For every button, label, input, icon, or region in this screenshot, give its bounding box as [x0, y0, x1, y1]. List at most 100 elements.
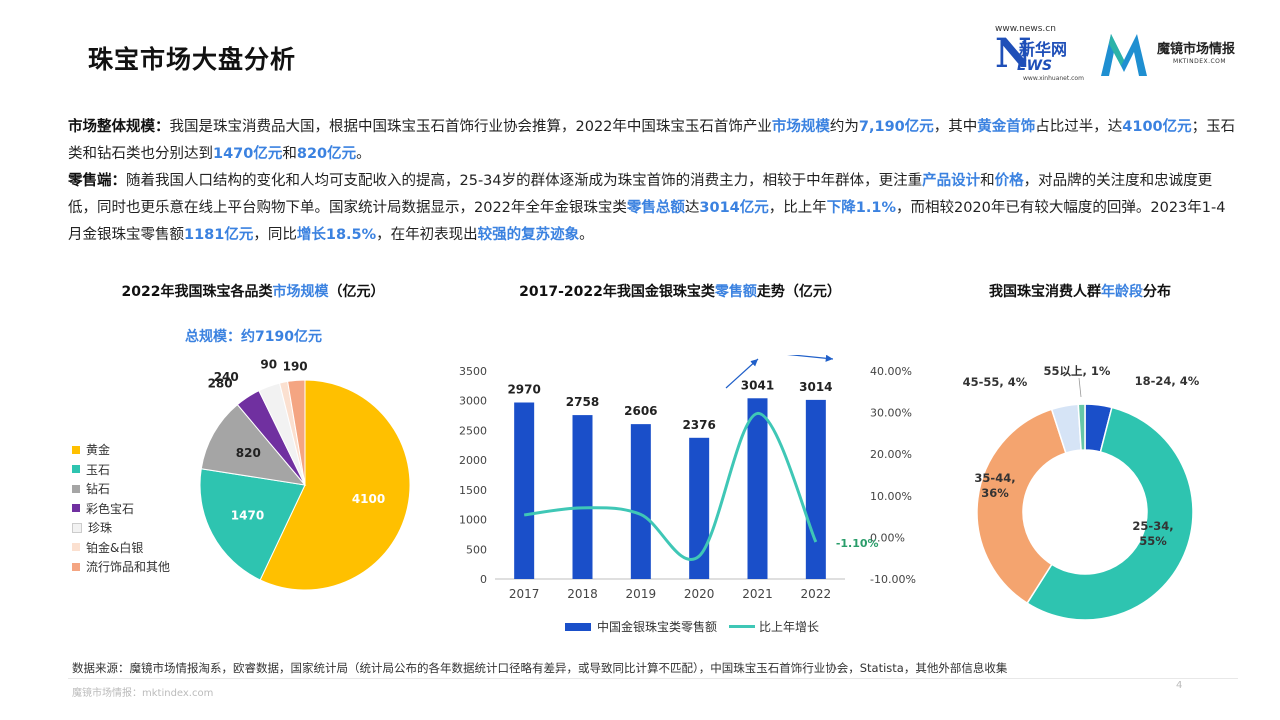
paragraph-text: ，在年初表现出 [376, 227, 478, 243]
xinhua-logo-name: 新华网 [1019, 40, 1068, 59]
y-left-tick-label: 1500 [459, 484, 487, 497]
bar [747, 398, 768, 579]
pie-data-label: 90 [260, 358, 277, 372]
legend-swatch [72, 562, 80, 571]
paragraph-text: 。 [356, 146, 371, 162]
legend-label: 黄金 [86, 443, 111, 458]
legend-item: 流行饰品和其他 [72, 557, 170, 577]
highlight-text: 产品设计 [922, 173, 981, 189]
paragraph-text: ，比上年 [768, 200, 827, 216]
bar-data-label: 3014 [799, 380, 832, 394]
x-tick-label: 2022 [801, 587, 832, 601]
highlight-text: 1181亿元 [184, 227, 254, 243]
paragraph-lead: 市场整体规模： [68, 119, 170, 135]
paragraph-text: 和 [282, 146, 297, 162]
donut-slice [1077, 403, 1086, 451]
pie-slice [287, 379, 306, 486]
highlight-text: 1470亿元 [213, 146, 283, 162]
legend-bar-label: 中国金银珠宝类零售额 [597, 620, 718, 634]
paragraph-text: 随着我国人口结构的变化和人均可支配收入的提高，25-34岁的群体逐渐成为珠宝首饰… [126, 173, 923, 189]
paragraph-text: 占比过半，达 [1035, 119, 1123, 135]
y-right-tick-label: 20.00% [870, 448, 912, 461]
paragraph-market-scale: 市场整体规模：我国是珠宝消费品大国，根据中国珠宝玉石首饰行业协会推算，2022年… [68, 114, 1238, 168]
bar [572, 415, 593, 579]
xinhua-logo-letter: N [995, 30, 1032, 77]
x-tick-label: 2019 [626, 587, 657, 601]
bar-data-label: 2758 [566, 395, 599, 409]
page-number: 4 [1176, 680, 1183, 691]
bar [630, 424, 651, 579]
highlight-text: 3014亿元 [699, 200, 769, 216]
donut-title-post: 分布 [1143, 284, 1171, 300]
pie-data-label: 280 [208, 376, 233, 390]
legend-item: 黄金 [72, 440, 170, 460]
x-tick-label: 2020 [684, 587, 715, 601]
paragraph-text: 和 [980, 173, 995, 189]
pie-chart-title: 2022年我国珠宝各品类市场规模（亿元） [88, 281, 418, 301]
bar-title-post: 走势（亿元） [756, 284, 841, 300]
paragraph-text: 。 [579, 227, 594, 243]
y-right-tick-label: -10.00% [870, 573, 916, 586]
y-left-tick-label: 1000 [459, 514, 487, 527]
y-left-tick-label: 0 [480, 573, 487, 586]
pie-data-label: 190 [283, 359, 308, 373]
bar [514, 402, 535, 579]
pie-data-label: 240 [214, 370, 239, 384]
legend-line-swatch [729, 625, 756, 628]
xinhua-site-text: www.news.cn [995, 24, 1056, 34]
paragraph-text: 达 [684, 200, 700, 216]
bar-data-label: 3041 [741, 378, 774, 392]
y-left-tick-label: 2000 [459, 454, 487, 467]
donut-title-pre: 我国珠宝消费人群 [989, 284, 1101, 300]
bar-title-pre: 2017-2022年我国金银珠宝类 [519, 284, 715, 300]
bar-data-label: 2970 [507, 382, 540, 396]
legend-swatch [72, 465, 80, 474]
donut-data-label: 25-34, 55% [1132, 519, 1173, 548]
xinhua-logo-sub: www.xinhuanet.com [1023, 75, 1084, 82]
legend-label: 铂金&白银 [86, 540, 144, 555]
bar-data-label: 2376 [682, 418, 715, 432]
bar-chart-title: 2017-2022年我国金银珠宝类零售额走势（亿元） [490, 281, 870, 301]
y-right-tick-label: 30.00% [870, 407, 912, 420]
logo-group: www.news.cn N 新华网 EWS www.xinhuanet.com … [995, 24, 1255, 86]
paragraph-text: ，而相较2020年已有较大幅度的回弹。2023年1-4月金银珠宝零售额 [68, 200, 1226, 243]
legend-swatch [72, 484, 80, 493]
legend-item: 珍珠 [72, 518, 170, 538]
pie-slice [200, 403, 307, 486]
y-right-tick-label: 10.00% [870, 490, 912, 503]
highlight-text: 黄金首饰 [977, 119, 1036, 135]
line-annotation: -1.10% [836, 537, 879, 550]
pie-slice [199, 468, 306, 581]
bar-data-label: 2606 [624, 404, 657, 418]
paragraph-lead: 零售端： [68, 173, 126, 189]
legend-item: 玉石 [72, 460, 170, 480]
donut-slice [1026, 406, 1194, 621]
legend-swatch [72, 522, 82, 533]
x-tick-label: 2018 [567, 587, 598, 601]
pie-data-label: 1470 [231, 508, 264, 522]
pie-data-label: 820 [236, 446, 261, 460]
y-left-tick-label: 3500 [459, 365, 487, 378]
highlight-text: 较强的复苏迹象 [477, 227, 580, 243]
donut-data-label: 35-44, 36% [974, 471, 1015, 500]
trend-arrow-icon [725, 358, 759, 389]
source-note: 数据来源：魔镜市场情报淘系，欧睿数据，国家统计局（统计局公布的各年数据统计口径略… [72, 661, 1008, 675]
leader-line [1078, 377, 1082, 398]
mojing-logo-icon [1101, 34, 1147, 76]
paragraph-text: ，其中 [933, 119, 978, 135]
highlight-text: 7,190亿元 [858, 119, 934, 135]
paragraph-text: ；玉石类和钻石类也分别达到 [68, 119, 1236, 162]
legend-item: 钻石 [72, 479, 170, 499]
paragraph-text: ，对品牌的关注度和忠诚度更低，同时也更乐意在线上平台购物下单。国家统计局数据显示… [68, 173, 1213, 216]
donut-chart: 18-24, 4% 25-34, 55% 35-44, 36% 45-55, 4% 55以上… [963, 364, 1200, 621]
pie-title-highlight: 市场规模 [272, 284, 329, 300]
bar-legend: 中国金银珠宝类零售额 比上年增长 [565, 618, 819, 635]
donut-data-label: 55以上, 1% [1044, 364, 1111, 378]
bar-line-chart: 0 500 1000 1500 2000 2500 3000 3500 -10.00% 0.00%… [459, 355, 916, 601]
highlight-text: 4100亿元 [1122, 119, 1192, 135]
y-left-tick-label: 2500 [459, 424, 487, 437]
pie-title-pre: 2022年我国珠宝各品类 [121, 284, 273, 300]
donut-data-label: 45-55, 4% [963, 375, 1028, 389]
bar [805, 399, 826, 579]
